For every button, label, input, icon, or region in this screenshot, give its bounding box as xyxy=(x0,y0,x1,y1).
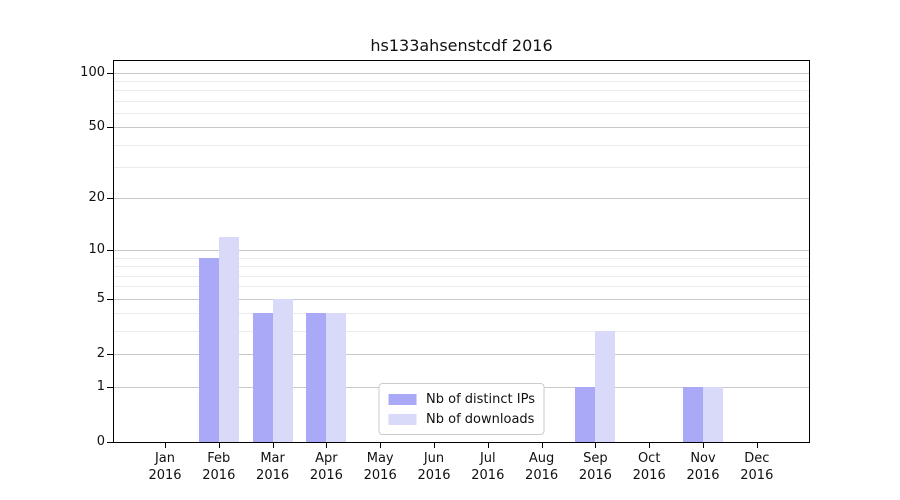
legend-label-downloads: Nb of downloads xyxy=(426,411,535,427)
x-tick-label-nov: Nov 2016 xyxy=(686,451,720,483)
legend-label-distinct-ips: Nb of distinct IPs xyxy=(426,391,535,407)
plot-area: Nb of distinct IPs Nb of downloads xyxy=(113,60,810,443)
gridline-minor-y-7 xyxy=(114,275,809,277)
y-tick-100 xyxy=(107,72,113,74)
x-tick-label-apr: Apr 2016 xyxy=(309,451,343,483)
y-tick-10 xyxy=(107,250,113,252)
x-tick-label-jun: Jun 2016 xyxy=(417,451,451,483)
y-tick-label-0: 0 xyxy=(96,434,105,449)
x-tick-mar xyxy=(272,443,274,448)
x-tick-label-mar: Mar 2016 xyxy=(256,451,290,483)
gridline-minor-y-40 xyxy=(114,144,809,146)
gridline-minor-y-80 xyxy=(114,90,809,92)
y-tick-label-2: 2 xyxy=(96,346,105,362)
legend-swatch-downloads xyxy=(388,413,417,425)
x-tick-label-aug: Aug 2016 xyxy=(525,451,559,483)
legend-entry-distinct-ips: Nb of distinct IPs xyxy=(388,389,535,409)
x-tick-dec xyxy=(756,443,758,448)
x-tick-may xyxy=(380,443,382,448)
legend-entry-downloads: Nb of downloads xyxy=(388,409,535,429)
y-tick-label-50: 50 xyxy=(88,119,105,135)
x-tick-label-jul: Jul 2016 xyxy=(471,451,505,483)
gridline-minor-y-60 xyxy=(114,113,809,115)
bar-sep-nb-of-downloads xyxy=(595,331,616,442)
bar-nov-nb-of-distinct-ips xyxy=(683,386,703,442)
y-tick-20 xyxy=(107,198,113,200)
y-tick-0 xyxy=(107,442,113,443)
y-tick-50 xyxy=(107,127,113,129)
bar-apr-nb-of-downloads xyxy=(326,313,347,442)
gridline-minor-y-9 xyxy=(114,257,809,259)
gridline-minor-y-30 xyxy=(114,167,809,169)
x-tick-label-dec: Dec 2016 xyxy=(740,451,774,483)
gridline-major-y-100 xyxy=(114,72,809,74)
bar-nov-nb-of-downloads xyxy=(703,386,723,442)
x-tick-nov xyxy=(703,443,704,448)
gridline-major-y-50 xyxy=(114,127,809,129)
gridline-minor-y-8 xyxy=(114,266,809,268)
gridline-minor-y-4 xyxy=(114,313,809,315)
x-tick-jan xyxy=(165,443,166,448)
gridline-major-y-10 xyxy=(114,250,809,252)
x-tick-jul xyxy=(487,443,489,448)
y-tick-label-5: 5 xyxy=(96,290,105,306)
bar-mar-nb-of-distinct-ips xyxy=(252,313,273,442)
gridline-major-y-5 xyxy=(114,298,809,300)
y-tick-label-10: 10 xyxy=(88,242,105,258)
x-tick-jun xyxy=(434,443,435,448)
x-tick-label-feb: Feb 2016 xyxy=(202,451,236,483)
x-tick-label-sep: Sep 2016 xyxy=(578,451,612,483)
gridline-minor-y-70 xyxy=(114,101,809,102)
gridline-minor-y-3 xyxy=(114,331,809,333)
x-tick-aug xyxy=(541,443,543,448)
gridline-minor-y-6 xyxy=(114,286,809,288)
x-tick-apr xyxy=(326,443,328,448)
y-tick-1 xyxy=(107,386,113,388)
legend: Nb of distinct IPs Nb of downloads xyxy=(378,383,545,435)
bar-mar-nb-of-downloads xyxy=(272,298,293,442)
legend-swatch-distinct-ips xyxy=(388,393,417,405)
gridline-minor-y-90 xyxy=(114,81,809,83)
y-tick-2 xyxy=(107,354,113,356)
x-tick-label-may: May 2016 xyxy=(363,451,397,483)
x-tick-label-jan: Jan 2016 xyxy=(148,451,182,483)
gridline-major-y-2 xyxy=(114,354,809,356)
gridline-major-y-20 xyxy=(114,198,809,200)
y-tick-5 xyxy=(107,298,113,300)
chart-title: hs133ahsenstcdf 2016 xyxy=(370,36,553,55)
x-tick-oct xyxy=(649,443,651,448)
bar-feb-nb-of-downloads xyxy=(218,236,239,442)
y-tick-label-1: 1 xyxy=(96,378,105,394)
x-tick-sep xyxy=(595,443,597,448)
bar-sep-nb-of-distinct-ips xyxy=(575,386,596,442)
x-tick-feb xyxy=(218,443,220,448)
y-tick-label-100: 100 xyxy=(80,64,105,80)
bar-feb-nb-of-distinct-ips xyxy=(198,257,219,442)
bar-apr-nb-of-distinct-ips xyxy=(306,313,327,442)
x-tick-label-oct: Oct 2016 xyxy=(632,451,666,483)
y-tick-label-20: 20 xyxy=(88,190,105,206)
